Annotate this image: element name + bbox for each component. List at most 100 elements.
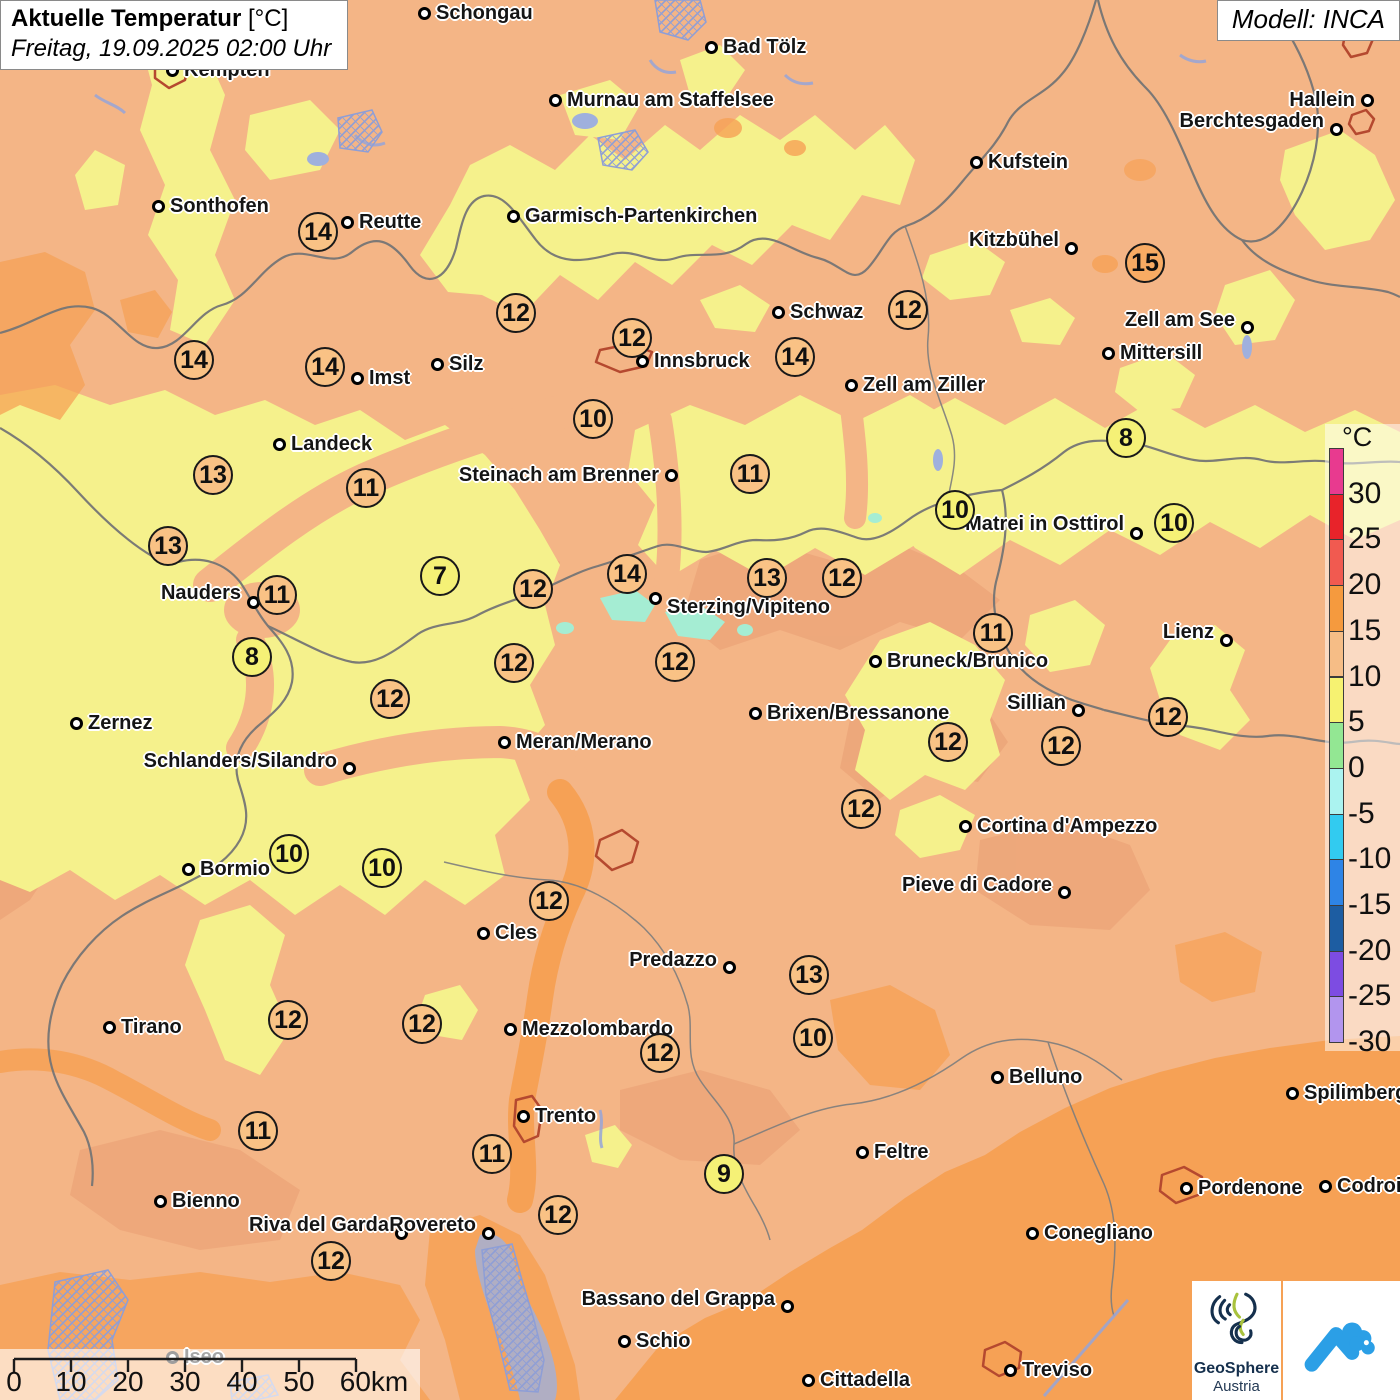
geosphere-logo-icon <box>1210 1292 1256 1345</box>
city-label: Matrei in Osttirol <box>965 513 1124 535</box>
city-marker <box>1179 1181 1193 1195</box>
city-marker <box>69 716 83 730</box>
map-yellow-terrain <box>0 40 1400 1168</box>
temperature-bubble: 12 <box>888 290 928 330</box>
city-label: Schio <box>636 1330 691 1352</box>
legend-tick-label: 20 <box>1348 568 1382 602</box>
city-marker <box>503 1022 517 1036</box>
city-marker <box>516 1109 530 1123</box>
city-marker <box>497 735 511 749</box>
temperature-bubble: 15 <box>1125 243 1165 283</box>
city-marker <box>617 1334 631 1348</box>
city-label: Spilimbergo <box>1304 1082 1400 1104</box>
scalebar-label: 0 <box>6 1366 22 1397</box>
legend-color-cell <box>1329 950 1344 998</box>
temperature-bubble: 11 <box>973 613 1013 653</box>
city-label: Landeck <box>291 433 373 455</box>
temperature-bubble: 12 <box>822 558 862 598</box>
temperature-bubble: 10 <box>935 490 975 530</box>
legend-tick-label: 5 <box>1348 705 1365 739</box>
temperature-bubble: 14 <box>174 340 214 380</box>
temperature-bubble: 8 <box>1106 418 1146 458</box>
city-label: Lienz <box>1162 621 1214 643</box>
geosphere-logo-name: GeoSphere <box>1193 1360 1280 1377</box>
temperature-bubble: 12 <box>513 569 553 609</box>
legend-color-cell <box>1329 767 1344 815</box>
city-marker <box>780 1299 794 1313</box>
city-label: Schlanders/Silandro <box>143 750 337 772</box>
legend-color-cell <box>1329 676 1344 724</box>
city-marker <box>342 761 356 775</box>
temperature-bubble: 12 <box>538 1195 578 1235</box>
city-label: Kitzbühel <box>969 229 1059 251</box>
scalebar-label: 50 <box>283 1366 315 1397</box>
city-marker <box>417 6 431 20</box>
city-marker <box>771 305 785 319</box>
city-label: Berchtesgaden <box>1179 110 1325 132</box>
legend-color-cell <box>1329 448 1344 495</box>
city-marker <box>969 155 983 169</box>
scalebar-label: 30 <box>169 1366 201 1397</box>
city-marker <box>481 1226 495 1240</box>
city-label: Rovereto <box>389 1214 476 1236</box>
temperature-bubble: 13 <box>148 526 188 566</box>
city-label: Bienno <box>172 1190 240 1212</box>
model-label: Modell: INCA <box>1216 0 1400 41</box>
province-borders <box>443 225 1123 1317</box>
city-marker <box>1003 1363 1017 1377</box>
temperature-legend: °C 30 25 20 15 10 5 0 -5 -10 -15 -20 -25 -30 <box>1325 422 1400 1058</box>
city-marker <box>801 1373 815 1387</box>
city-label: Riva del Garda <box>248 1214 389 1236</box>
city-marker <box>1360 93 1374 107</box>
city-marker <box>181 862 195 876</box>
map-warm-valley-lines <box>0 779 595 1213</box>
city-marker <box>990 1070 1004 1084</box>
city-label: Murnau am Staffelsee <box>567 89 774 111</box>
city-label: Bormio <box>200 858 270 880</box>
app-logo-box <box>1283 1281 1400 1400</box>
scalebar-label: 10 <box>55 1366 87 1397</box>
city-marker <box>1064 241 1078 255</box>
city-marker <box>844 378 858 392</box>
city-label: Codroipo <box>1337 1175 1400 1197</box>
city-label: Trento <box>535 1105 597 1127</box>
temperature-bubble: 12 <box>640 1033 680 1073</box>
temperature-bubble: 12 <box>496 293 536 333</box>
temperature-bubble: 8 <box>232 637 272 677</box>
temperature-bubble: 12 <box>402 1004 442 1044</box>
city-label: Kufstein <box>988 151 1068 173</box>
city-marker <box>430 357 444 371</box>
geosphere-logo-box: GeoSphere Austria <box>1192 1281 1281 1400</box>
city-marker <box>722 960 736 974</box>
city-marker <box>340 215 354 229</box>
temperature-bubble: 10 <box>362 848 402 888</box>
temperature-bubble: 7 <box>420 556 460 596</box>
legend-color-cell <box>1329 630 1344 678</box>
city-marker <box>868 654 882 668</box>
city-label: Schwaz <box>790 301 864 323</box>
city-label: Bruneck/Brunico <box>887 650 1049 672</box>
city-marker <box>151 199 165 213</box>
city-label: Sonthofen <box>170 195 269 217</box>
legend-color-cell <box>1329 493 1344 541</box>
city-marker <box>548 93 562 107</box>
legend-tick-label: 0 <box>1348 750 1365 784</box>
legend-tick-label: -5 <box>1348 796 1375 830</box>
city-label: Cittadella <box>820 1369 911 1391</box>
city-marker <box>958 819 972 833</box>
legend-tick-label: -25 <box>1348 979 1392 1013</box>
scalebar-label: 20 <box>112 1366 144 1397</box>
city-label: Feltre <box>874 1141 929 1163</box>
temperature-bubble: 11 <box>472 1134 512 1174</box>
temperature-bubble: 10 <box>573 399 613 439</box>
city-label: Sterzing/Vipiteno <box>667 596 830 618</box>
city-marker <box>704 40 718 54</box>
city-label: Treviso <box>1022 1359 1093 1381</box>
city-label: Zernez <box>88 712 153 734</box>
temperature-bubble: 9 <box>704 1154 744 1194</box>
city-label: Zell am See <box>1124 309 1235 331</box>
city-label: Steinach am Brenner <box>458 464 659 486</box>
temperature-bubble: 10 <box>793 1018 833 1058</box>
city-label: Cles <box>495 922 538 944</box>
